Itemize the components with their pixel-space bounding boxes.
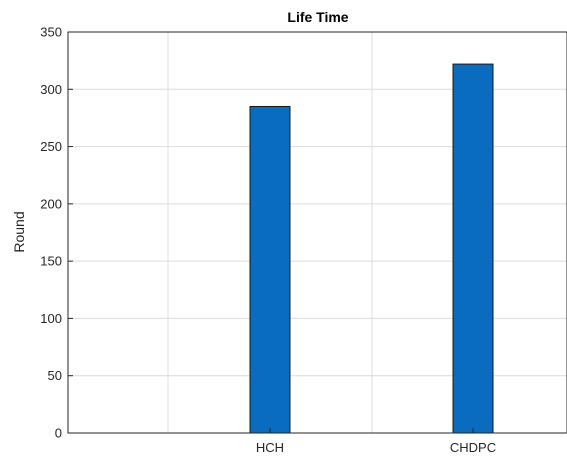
y-tick-label: 200 [40, 196, 62, 211]
y-tick-label: 150 [40, 254, 62, 269]
x-axis-ticks: HCH CHDPC [256, 428, 496, 455]
bar-chdpc [452, 63, 494, 434]
grid [68, 32, 567, 433]
bar-hch [249, 105, 291, 434]
chart-title: Life Time [287, 9, 348, 25]
y-tick-label: 50 [48, 368, 62, 383]
y-axis-label: Round [11, 211, 27, 252]
y-tick-label: 0 [55, 426, 62, 441]
y-axis-ticks: 0 50 100 150 200 250 300 350 [40, 25, 73, 441]
y-tick-label: 250 [40, 139, 62, 154]
y-tick-label: 300 [40, 82, 62, 97]
y-tick-label: 350 [40, 25, 62, 40]
x-tick-label: HCH [256, 440, 284, 455]
bars [249, 63, 494, 434]
y-tick-label: 100 [40, 311, 62, 326]
plot-frame [67, 31, 567, 434]
x-tick-label: CHDPC [450, 440, 496, 455]
